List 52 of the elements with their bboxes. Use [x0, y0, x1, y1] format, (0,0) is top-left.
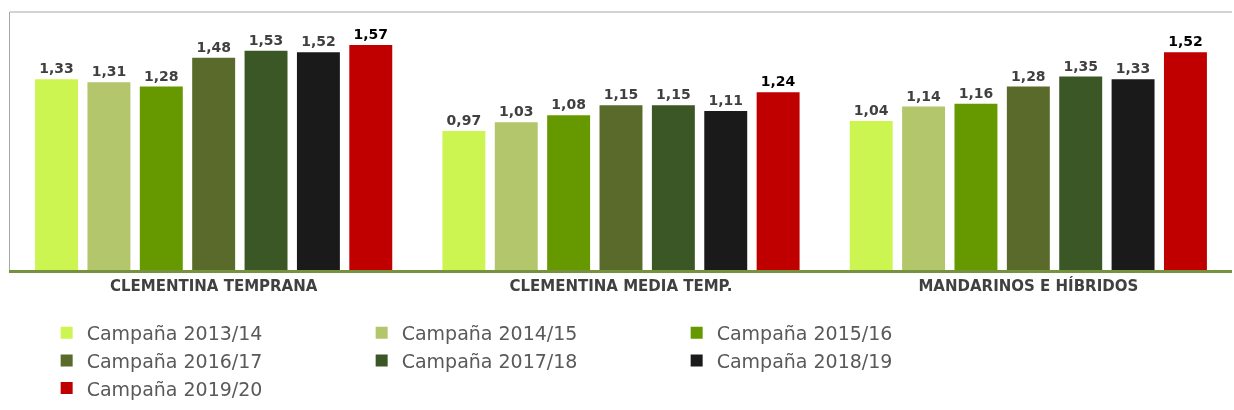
bar	[494, 122, 538, 270]
data-label: 1,33	[1115, 60, 1151, 77]
bar	[139, 86, 183, 270]
bar	[651, 105, 695, 270]
bar	[244, 50, 288, 270]
bar	[35, 79, 79, 270]
bar	[756, 92, 800, 270]
bar	[1059, 76, 1103, 270]
legend-label: Campaña 2018/19	[716, 349, 893, 372]
data-label: 1,28	[1011, 67, 1046, 84]
bar	[87, 82, 131, 270]
data-label: 1,16	[958, 84, 994, 101]
data-label: 1,53	[248, 31, 284, 48]
bar	[547, 115, 591, 270]
bar	[1006, 86, 1050, 270]
bar	[902, 106, 946, 270]
data-label: 1,52	[301, 33, 336, 50]
data-label: 1,15	[603, 86, 639, 103]
legend-label: Campaña 2013/14	[86, 322, 263, 345]
data-label: 0,97	[446, 111, 482, 128]
data-label: 1,24	[760, 73, 796, 90]
data-label: 1,33	[39, 60, 74, 77]
bar	[599, 105, 643, 270]
legend-label: Campaña 2015/16	[716, 322, 893, 345]
bar	[296, 52, 340, 270]
data-label: 1,14	[906, 87, 941, 104]
data-label: 1,04	[853, 101, 889, 118]
x-tick-label: MANDARINOS E HÍBRIDOS	[918, 276, 1139, 295]
x-tick-label: CLEMENTINA TEMPRANA	[109, 277, 318, 295]
bar	[442, 130, 486, 270]
legend-label: Campaña 2014/15	[401, 322, 578, 345]
bar	[849, 120, 893, 270]
data-label: 1,52	[1168, 33, 1203, 50]
data-label: 1,57	[353, 25, 389, 42]
data-label: 1,11	[708, 91, 744, 108]
bar	[704, 110, 748, 270]
data-label: 1,03	[498, 103, 534, 120]
bar	[954, 103, 998, 270]
data-label: 1,35	[1063, 57, 1098, 74]
data-label: 1,48	[196, 38, 231, 55]
bar	[1111, 79, 1155, 270]
legend-label: Campaña 2016/17	[86, 349, 263, 372]
data-label: 1,31	[91, 63, 127, 80]
legend-label: Campaña 2019/20	[86, 377, 263, 400]
data-label: 1,08	[551, 96, 586, 113]
x-tick-label: CLEMENTINA MEDIA TEMP.	[509, 277, 733, 295]
legend-label: Campaña 2017/18	[401, 349, 578, 372]
data-label: 1,28	[144, 67, 179, 84]
data-label: 1,15	[656, 86, 691, 103]
bar	[192, 57, 236, 270]
bar	[1163, 52, 1207, 270]
bar	[349, 44, 393, 270]
